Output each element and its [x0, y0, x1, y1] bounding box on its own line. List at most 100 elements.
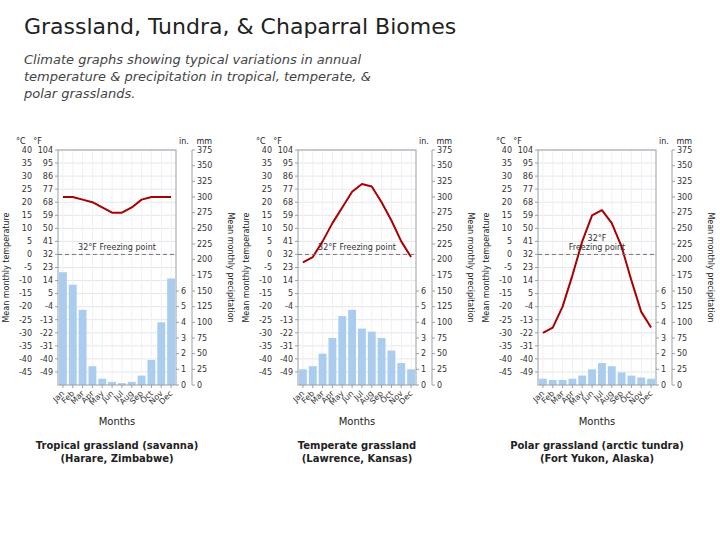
tick-label-c: 15 [22, 211, 32, 220]
grid-line [58, 163, 176, 164]
tick-mark-x [342, 385, 343, 388]
tick-mark [192, 291, 195, 292]
precip-bar [618, 372, 626, 385]
tick-label-c: 40 [262, 146, 272, 155]
axis-header: °C °F [256, 137, 282, 146]
tick-label-mm: 275 [437, 208, 452, 217]
tick-mark [656, 369, 659, 370]
grid-line-x [562, 150, 563, 385]
precip-bar [157, 322, 165, 385]
tick-label-f: 5 [288, 289, 293, 298]
precip-bar [309, 366, 317, 385]
tick-mark [192, 322, 195, 323]
tick-label-mm: 125 [677, 302, 692, 311]
freezing-line [298, 254, 416, 255]
tick-label-x: Dec [157, 389, 174, 406]
tick-label-f: 50 [43, 224, 53, 233]
panel: 32°FFreezing point°C °Fin. mm-45-40-35-3… [482, 137, 715, 464]
tick-label-c: -30 [19, 329, 32, 338]
tick-mark [535, 358, 538, 359]
tick-mark [672, 228, 675, 229]
tick-mark-x [582, 385, 583, 388]
data [59, 197, 175, 385]
tick-label-c: -45 [259, 368, 272, 377]
grid-line-x [552, 150, 553, 385]
tick-mark [55, 293, 58, 294]
tick-mark-x [631, 385, 632, 388]
tick-label-mm: 300 [437, 193, 452, 202]
tick-label-f: -40 [40, 355, 53, 364]
tick-label-c: 35 [22, 159, 32, 168]
tick-label-f: -40 [520, 355, 533, 364]
tick-mark [656, 306, 659, 307]
tick-label-f: -31 [280, 342, 293, 351]
tick-mark [192, 369, 195, 370]
tick-mark [535, 280, 538, 281]
tick-label-mm: 150 [437, 287, 452, 296]
tick-label-f: 104 [518, 146, 533, 155]
tick-label-c: 20 [502, 198, 512, 207]
tick-label-f: 14 [43, 276, 53, 285]
tick-label-c: 25 [22, 185, 32, 194]
tick-mark [656, 385, 659, 386]
tick-label-mm: 225 [437, 240, 452, 249]
tick-mark-x [102, 385, 103, 388]
tick-label-f: 59 [283, 211, 293, 220]
tick-label-c: -45 [19, 368, 32, 377]
tick-label-mm: 325 [437, 177, 452, 186]
chart-caption: Polar grassland (arctic tundra)(Fort Yuk… [510, 440, 684, 464]
tick-mark [672, 212, 675, 213]
tick-label-c: -25 [259, 316, 272, 325]
tick-label-c: -30 [499, 329, 512, 338]
tick-label-c: 10 [22, 224, 32, 233]
tick-mark [535, 306, 538, 307]
tick-label-in: 3 [181, 334, 186, 343]
tick-mark-x [361, 385, 362, 388]
tick-label-c: -15 [499, 289, 512, 298]
tick-label-mm: 100 [437, 318, 452, 327]
tick-mark [55, 189, 58, 190]
tick-mark [432, 150, 435, 151]
tick-label-mm: 100 [197, 318, 212, 327]
tick-label-f: -49 [40, 368, 53, 377]
grid-line-x [641, 150, 642, 385]
axis-line-mm [432, 150, 433, 385]
tick-mark [672, 150, 675, 151]
tick-mark [295, 241, 298, 242]
tick-label-c: 30 [262, 172, 272, 181]
tick-mark [295, 371, 298, 372]
grid-line-x [121, 150, 122, 385]
grid-line [298, 280, 416, 281]
tick-label-in: 4 [421, 318, 426, 327]
tick-mark [55, 150, 58, 151]
temperature-line [303, 184, 411, 262]
precip-bar [568, 379, 576, 385]
precip-bar [549, 380, 557, 385]
tick-mark-x [161, 385, 162, 388]
grid-line [298, 215, 416, 216]
tick-label-c: -10 [19, 276, 32, 285]
text-line: Freezing point [569, 243, 626, 252]
tick-label-c: -5 [504, 263, 512, 272]
grid-line-x [302, 150, 303, 385]
tick-mark [416, 353, 419, 354]
tick-mark-x [171, 385, 172, 388]
tick-mark [192, 212, 195, 213]
tick-mark-x [552, 385, 553, 388]
tick-label-x: Dec [637, 389, 654, 406]
grid-line-x [651, 150, 652, 385]
text-line: (Harare, Zimbabwe) [60, 453, 173, 464]
axis-header: in. mm [419, 137, 452, 146]
tick-mark [432, 322, 435, 323]
text-line: Tropical grassland (savanna) [36, 440, 198, 451]
tick-label-mm: 175 [437, 271, 452, 280]
grid-line [298, 345, 416, 346]
tick-label-mm: 25 [677, 365, 687, 374]
tick-label-f: -4 [525, 302, 533, 311]
tick-label-f: 104 [278, 146, 293, 155]
tick-label-f: 32 [523, 250, 533, 259]
tick-mark-x [72, 385, 73, 388]
tick-label-in: 5 [661, 302, 666, 311]
chart-container: Grassland, Tundra, & Chaparral BiomesCli… [0, 0, 720, 540]
y-axis-label: Mean monthly temperature [482, 212, 491, 322]
